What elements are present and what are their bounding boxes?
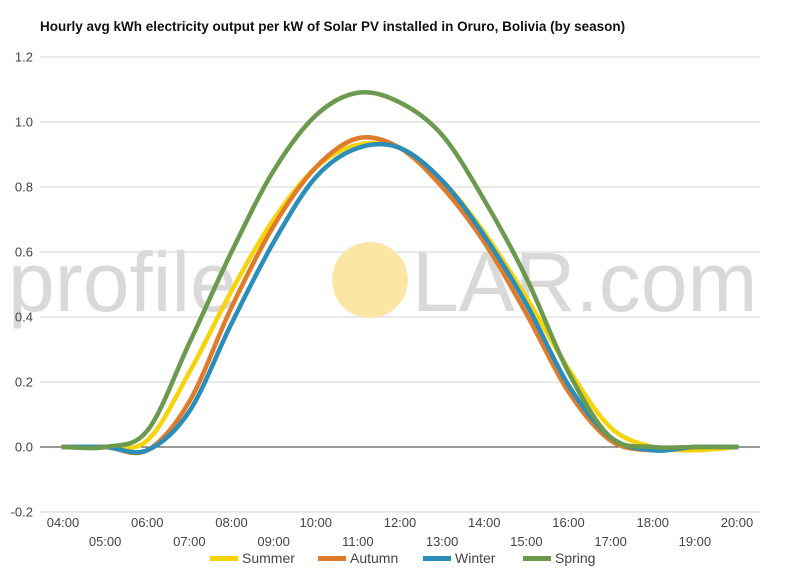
x-tick-label: 04:00 xyxy=(47,515,80,530)
y-tick-label: 0.8 xyxy=(15,180,33,195)
y-tick-label: 0.4 xyxy=(15,310,33,325)
y-tick-label: 1.2 xyxy=(15,50,33,65)
y-tick-label: -0.2 xyxy=(11,505,33,520)
x-tick-label: 16:00 xyxy=(552,515,585,530)
x-tick-label: 11:00 xyxy=(342,534,374,549)
legend-label-summer: Summer xyxy=(242,550,295,566)
watermark-text-right: LAR.com xyxy=(412,235,757,329)
y-tick-label: 1.0 xyxy=(15,115,33,130)
x-tick-label: 19:00 xyxy=(679,534,712,549)
x-tick-label: 18:00 xyxy=(636,515,669,530)
series-lines xyxy=(60,90,740,456)
y-tick-label: 0.0 xyxy=(15,440,33,455)
legend-swatch-spring xyxy=(523,556,551,561)
chart-title: Hourly avg kWh electricity output per kW… xyxy=(40,19,626,34)
legend-swatch-autumn xyxy=(318,556,346,561)
x-tick-label: 06:00 xyxy=(131,515,164,530)
grid-lines xyxy=(40,56,760,513)
legend: Summer Autumn Winter Spring xyxy=(210,550,595,566)
watermark-sun-icon xyxy=(332,242,408,318)
legend-label-autumn: Autumn xyxy=(350,550,398,566)
x-tick-label: 09:00 xyxy=(257,534,290,549)
x-tick-label: 07:00 xyxy=(173,534,206,549)
legend-label-spring: Spring xyxy=(555,550,595,566)
x-tick-label: 20:00 xyxy=(721,515,754,530)
x-tick-label: 10:00 xyxy=(299,515,332,530)
legend-swatch-summer xyxy=(210,556,238,561)
y-axis-labels: -0.2 0.0 0.2 0.4 0.6 0.8 1.0 1.2 xyxy=(11,50,33,520)
x-tick-label: 13:00 xyxy=(426,534,459,549)
x-tick-label: 08:00 xyxy=(215,515,248,530)
x-tick-label: 12:00 xyxy=(384,515,417,530)
x-axis-labels: 04:00 05:00 06:00 07:00 08:00 09:00 10:00 11:00… xyxy=(47,515,754,549)
x-tick-label: 14:00 xyxy=(468,515,501,530)
legend-label-winter: Winter xyxy=(455,550,496,566)
y-tick-label: 0.6 xyxy=(15,245,33,260)
x-tick-label: 15:00 xyxy=(510,534,543,549)
watermark: profile LAR.com xyxy=(8,235,757,329)
y-tick-label: 0.2 xyxy=(15,375,33,390)
x-tick-label: 17:00 xyxy=(594,534,627,549)
legend-swatch-winter xyxy=(423,556,451,561)
watermark-text-left: profile xyxy=(8,235,237,329)
x-tick-label: 05:00 xyxy=(89,534,122,549)
series-line-spring xyxy=(60,90,740,451)
